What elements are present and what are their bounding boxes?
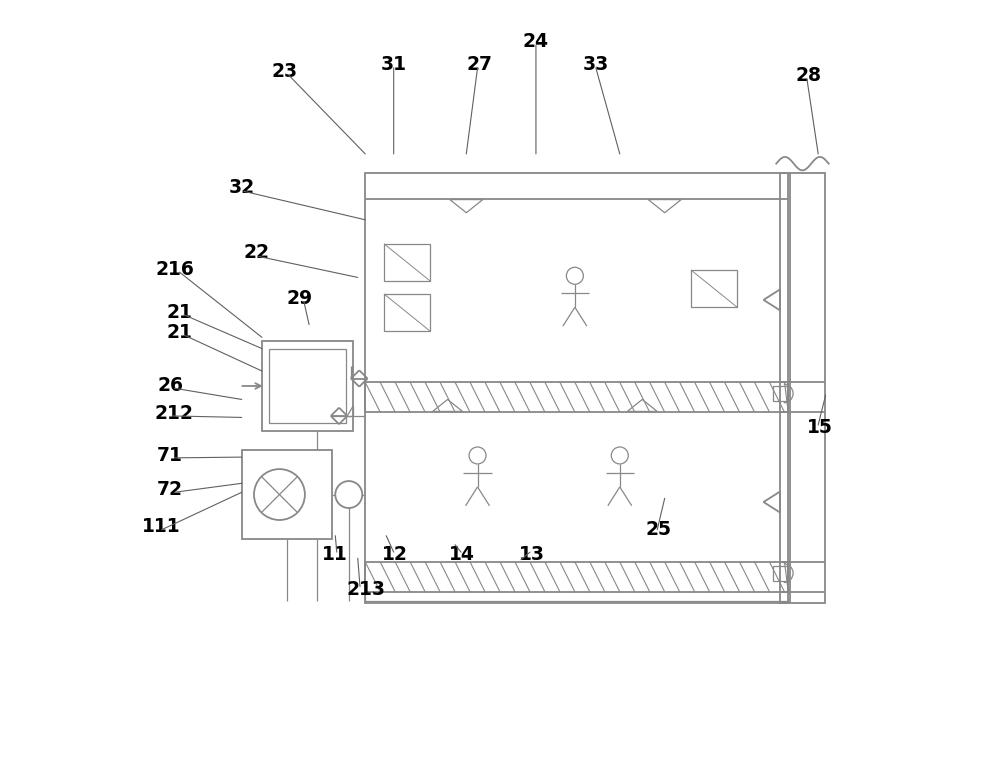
- Text: 21: 21: [167, 322, 193, 341]
- Text: 212: 212: [154, 404, 193, 423]
- Text: 27: 27: [466, 55, 492, 73]
- Text: 213: 213: [347, 580, 386, 599]
- Text: 14: 14: [449, 545, 475, 564]
- Bar: [691, 270, 737, 307]
- Text: 22: 22: [244, 243, 270, 262]
- Text: 11: 11: [322, 545, 348, 564]
- Text: 31: 31: [380, 55, 406, 73]
- Text: 28: 28: [796, 66, 822, 85]
- Text: 24: 24: [522, 32, 548, 51]
- Text: 25: 25: [646, 520, 672, 539]
- Text: 216: 216: [156, 260, 194, 279]
- Bar: [365, 173, 788, 603]
- Text: 111: 111: [142, 517, 181, 536]
- Text: 21: 21: [167, 303, 193, 322]
- Bar: [780, 173, 825, 603]
- Text: 26: 26: [157, 376, 183, 395]
- Bar: [773, 386, 787, 401]
- Text: 33: 33: [582, 55, 609, 73]
- Bar: [242, 450, 332, 540]
- Text: 13: 13: [519, 545, 545, 564]
- Text: 72: 72: [157, 480, 183, 499]
- Text: 71: 71: [157, 446, 183, 465]
- Text: 29: 29: [287, 289, 313, 308]
- Text: 23: 23: [272, 62, 298, 81]
- Text: 32: 32: [229, 178, 255, 197]
- Text: 12: 12: [382, 545, 408, 564]
- Bar: [269, 348, 346, 423]
- Bar: [365, 382, 788, 413]
- Bar: [384, 294, 430, 332]
- Bar: [365, 562, 788, 592]
- Bar: [773, 565, 787, 581]
- Text: 15: 15: [807, 418, 833, 437]
- Bar: [384, 244, 430, 281]
- Bar: [262, 341, 353, 431]
